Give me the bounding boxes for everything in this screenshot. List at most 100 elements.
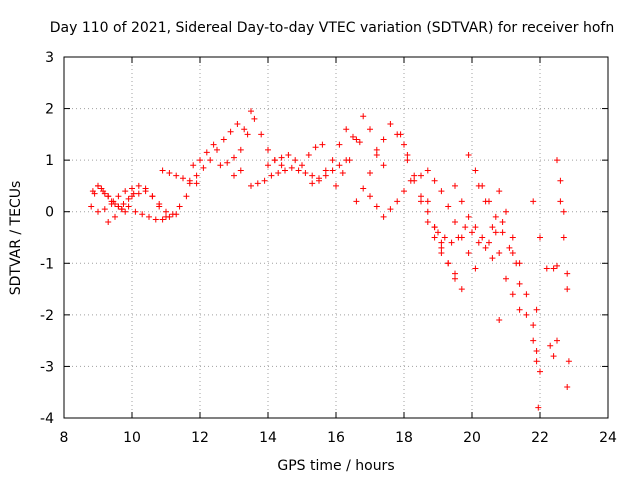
- data-point: [496, 249, 503, 256]
- series-arc-27: [547, 198, 571, 360]
- series-arc-09: [231, 108, 285, 179]
- y-tick-label: -1: [40, 256, 54, 272]
- y-tick-label: 0: [45, 205, 54, 221]
- data-point: [533, 347, 540, 354]
- data-point: [166, 170, 173, 177]
- data-point: [373, 203, 380, 210]
- data-point: [105, 193, 112, 200]
- data-point: [169, 211, 176, 218]
- data-point: [227, 128, 234, 135]
- data-point: [322, 167, 329, 174]
- data-point: [458, 286, 465, 293]
- x-tick-labels: 8 10 12 14 16 18 20 22 24: [60, 430, 617, 446]
- data-point: [479, 234, 486, 241]
- data-point: [465, 213, 472, 220]
- data-point: [100, 188, 107, 195]
- data-point: [108, 200, 115, 207]
- data-point: [356, 139, 363, 146]
- data-point: [224, 159, 231, 166]
- data-points: [88, 108, 572, 411]
- data-point: [523, 311, 530, 318]
- data-point: [452, 219, 458, 226]
- data-point: [129, 193, 135, 200]
- data-point: [220, 136, 227, 143]
- data-point: [492, 213, 499, 220]
- data-point: [101, 206, 108, 213]
- data-point: [135, 190, 142, 197]
- data-point: [254, 180, 261, 187]
- data-point: [156, 203, 163, 210]
- data-point: [122, 208, 129, 215]
- data-point: [496, 188, 503, 195]
- data-point: [506, 244, 513, 251]
- data-point: [115, 193, 122, 200]
- data-point: [438, 244, 445, 251]
- data-point: [469, 229, 475, 236]
- data-point: [278, 154, 285, 161]
- data-point: [350, 133, 356, 140]
- y-axis-label: SDTVAR / TECUs: [8, 181, 24, 296]
- data-point: [299, 162, 305, 169]
- data-point: [152, 216, 159, 223]
- axis-ticks: [63, 56, 609, 419]
- grid: [64, 57, 608, 418]
- data-point: [278, 162, 285, 169]
- data-point: [336, 162, 343, 169]
- data-point: [445, 203, 452, 210]
- data-point: [537, 234, 543, 241]
- data-point: [231, 172, 237, 179]
- series-arc-15: [367, 177, 414, 220]
- data-point: [200, 164, 207, 171]
- series-arc-28: [554, 157, 571, 293]
- data-point: [404, 157, 411, 164]
- data-point: [360, 113, 367, 120]
- data-point: [186, 180, 193, 187]
- series-arc-05: [129, 188, 190, 220]
- data-point: [565, 358, 572, 365]
- data-point: [336, 141, 343, 148]
- data-point: [482, 244, 489, 251]
- data-point: [462, 224, 469, 231]
- x-axis-label: GPS time / hours: [277, 458, 394, 474]
- data-point: [241, 126, 248, 133]
- data-point: [139, 211, 146, 218]
- data-point: [367, 170, 373, 177]
- data-point: [163, 208, 169, 215]
- data-point: [475, 182, 482, 189]
- data-point: [547, 342, 554, 349]
- data-point: [105, 219, 112, 226]
- data-point: [353, 136, 360, 143]
- data-point: [523, 291, 530, 298]
- series-arc-14: [353, 121, 407, 205]
- data-point: [251, 115, 258, 122]
- series-arc-18: [418, 172, 465, 293]
- data-point: [431, 224, 438, 231]
- data-point: [418, 172, 424, 179]
- data-point: [404, 151, 411, 158]
- data-point: [248, 182, 254, 189]
- data-point: [373, 146, 380, 153]
- data-point: [193, 172, 200, 179]
- data-point: [360, 185, 367, 192]
- data-point: [560, 208, 567, 215]
- series-arc-06: [159, 167, 200, 187]
- series-arc-08: [190, 141, 244, 169]
- data-point: [503, 275, 509, 282]
- data-point: [564, 270, 571, 277]
- data-point: [312, 144, 319, 151]
- data-point: [180, 175, 186, 182]
- data-point: [353, 198, 360, 205]
- data-point: [159, 167, 166, 174]
- data-point: [441, 234, 448, 241]
- data-point: [176, 203, 183, 210]
- data-point: [173, 172, 180, 179]
- data-point: [509, 291, 516, 298]
- data-point: [380, 162, 387, 169]
- data-point: [292, 157, 299, 164]
- data-point: [129, 185, 135, 192]
- data-point: [472, 167, 479, 174]
- data-point: [509, 234, 516, 241]
- data-point: [435, 229, 441, 236]
- data-point: [322, 172, 329, 179]
- data-point: [125, 195, 132, 202]
